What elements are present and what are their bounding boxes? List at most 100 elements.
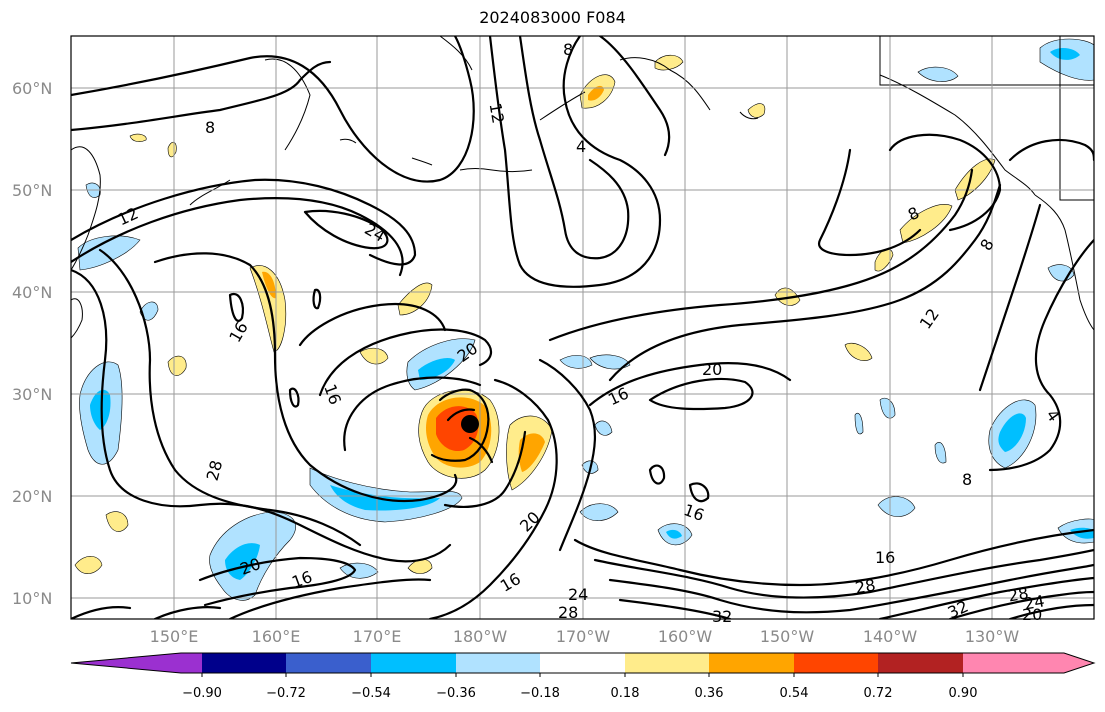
lat-label: 60°N [12, 79, 52, 98]
colorbar-tick-label: −0.72 [266, 686, 306, 701]
lon-label: 170°W [556, 627, 611, 646]
contour-label: 20 [516, 508, 544, 536]
fill-cool [559, 355, 593, 369]
latitude-labels: 60°N 50°N 40°N 30°N 20°N 10°N [12, 79, 52, 608]
fill-warm [874, 248, 894, 272]
fill-cool [225, 543, 260, 580]
contour-lines [71, 36, 1094, 619]
fill-warm [518, 433, 545, 472]
contour-label: 8 [205, 118, 215, 137]
colorbar-segment [963, 653, 1094, 673]
lat-label: 10°N [12, 589, 52, 608]
fill-cool [666, 529, 682, 539]
lon-label: 180°W [453, 627, 508, 646]
lon-label: 150°E [150, 627, 199, 646]
colorbar-segment [456, 653, 540, 673]
contour-label: 16 [225, 319, 252, 346]
colorbar-tick-label: −0.90 [182, 686, 222, 701]
fill-warm [167, 141, 177, 158]
colorbar-segment [202, 653, 286, 673]
map-gridlines [71, 36, 1094, 619]
fill-cool [418, 358, 455, 380]
fill-cool [309, 467, 463, 523]
contour-label: 28 [854, 575, 877, 597]
colorbar-tick-label: 0.18 [611, 686, 640, 701]
contour-label: 24 [568, 585, 588, 604]
colorbar-segment [540, 653, 625, 673]
fill-cool [77, 235, 141, 271]
colorbar-segment [71, 653, 202, 673]
lat-label: 50°N [12, 181, 52, 200]
contour-label: 28 [203, 458, 227, 483]
fill-warm [654, 54, 684, 71]
colorbar-segment [878, 653, 963, 673]
shaded-fills [74, 38, 1094, 601]
colorbar-tick-label: 0.72 [864, 686, 893, 701]
fill-cool [330, 485, 440, 511]
contour-label: 24 [1023, 591, 1046, 613]
lat-label: 30°N [12, 385, 52, 404]
fill-cool [854, 412, 864, 435]
fill-cool [917, 66, 959, 82]
contour-label: 8 [976, 236, 998, 254]
map-title: 2024083000 F084 [479, 8, 626, 27]
contour-label: 32 [712, 607, 732, 626]
contour-label: 28 [1007, 583, 1030, 605]
contour-label: 28 [558, 603, 578, 622]
colorbar-outline [70, 652, 1096, 674]
colorbar-tick-labels: −0.90 −0.72 −0.54 −0.36 −0.18 0.18 0.36 … [182, 686, 977, 701]
contour-label: 8 [563, 40, 573, 59]
colorbar-segment [371, 653, 456, 673]
fill-warm [359, 347, 389, 365]
map-frame [70, 35, 1095, 620]
lon-label: 140°W [863, 627, 918, 646]
contour-label: 12 [916, 305, 943, 333]
fill-warm [954, 158, 996, 201]
fill-cool [90, 389, 111, 430]
lat-label: 20°N [12, 487, 52, 506]
colorbar-tick-label: 0.90 [949, 686, 978, 701]
contour-label: 8 [962, 470, 972, 489]
lon-label: 130°W [965, 627, 1020, 646]
colorbar-tick-label: −0.36 [436, 686, 476, 701]
fill-warm [74, 556, 103, 574]
contour-label: 20 [1022, 605, 1042, 624]
colorbar-segment [625, 653, 709, 673]
fill-warm [105, 511, 129, 532]
colorbar-tick-label: −0.54 [351, 686, 391, 701]
fill-cool [998, 413, 1026, 452]
fill-cool [139, 301, 159, 321]
fill-warm [844, 342, 873, 361]
fill-warm [249, 265, 287, 353]
fill-cool [589, 354, 631, 370]
fill-warm [747, 103, 766, 118]
fill-warm [129, 133, 147, 142]
colorbar-tick-label: −0.18 [520, 686, 560, 701]
contour-label: 20 [702, 360, 722, 379]
fill-warm [167, 355, 187, 376]
fill-warm [899, 204, 953, 244]
lon-label: 160°E [252, 627, 301, 646]
fill-cool [579, 503, 619, 521]
colorbar-tick-label: 0.36 [695, 686, 724, 701]
contour-label: 16 [875, 548, 895, 567]
colorbar-segment [794, 653, 878, 673]
fill-cool [877, 496, 916, 517]
contour-label: 16 [605, 383, 631, 409]
contour-label: 4 [576, 137, 586, 156]
contour-label: 12 [486, 102, 508, 125]
storm-center-marker [461, 415, 479, 433]
fill-cool [1050, 48, 1080, 60]
colorbar [70, 652, 1096, 677]
longitude-labels: 150°E 160°E 170°E 180°W 170°W 160°W 150°… [150, 627, 1020, 646]
fill-cool [594, 420, 613, 436]
colorbar-tick-label: 0.54 [780, 686, 809, 701]
lon-label: 160°W [658, 627, 713, 646]
lon-label: 150°W [760, 627, 815, 646]
fill-cool [879, 397, 896, 419]
colorbar-segment [709, 653, 794, 673]
contour-label: 24 [361, 219, 388, 246]
coastlines [71, 36, 1094, 339]
lat-label: 40°N [12, 283, 52, 302]
